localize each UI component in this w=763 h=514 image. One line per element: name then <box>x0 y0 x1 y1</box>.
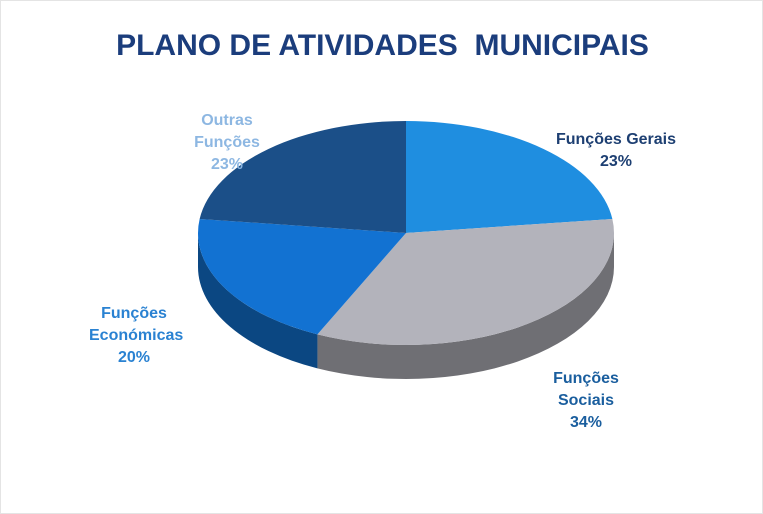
label-name: Funções Económicas <box>89 305 184 344</box>
label-name: Funções Sociais <box>553 370 619 409</box>
slice-side <box>198 233 318 369</box>
label-value: 23% <box>210 156 244 173</box>
label-value: 20% <box>117 349 151 366</box>
slice <box>406 121 613 233</box>
data-label: Funções Gerais 23% <box>536 129 696 173</box>
data-label: Funções Sociais 34% <box>541 368 631 434</box>
label-name: Funções Gerais <box>555 131 677 148</box>
slice <box>198 218 406 335</box>
chart-title: PLANO DE ATIVIDADES MUNICIPAIS <box>116 29 649 62</box>
slice <box>199 121 406 233</box>
label-name: Outras Funções <box>194 112 260 151</box>
slice <box>317 218 615 346</box>
label-value: 34% <box>569 414 603 431</box>
label-value: 23% <box>599 153 633 170</box>
data-label: Outras Funções 23% <box>187 110 267 176</box>
data-label: Funções Económicas 20% <box>89 303 184 369</box>
slice-side <box>317 233 614 380</box>
